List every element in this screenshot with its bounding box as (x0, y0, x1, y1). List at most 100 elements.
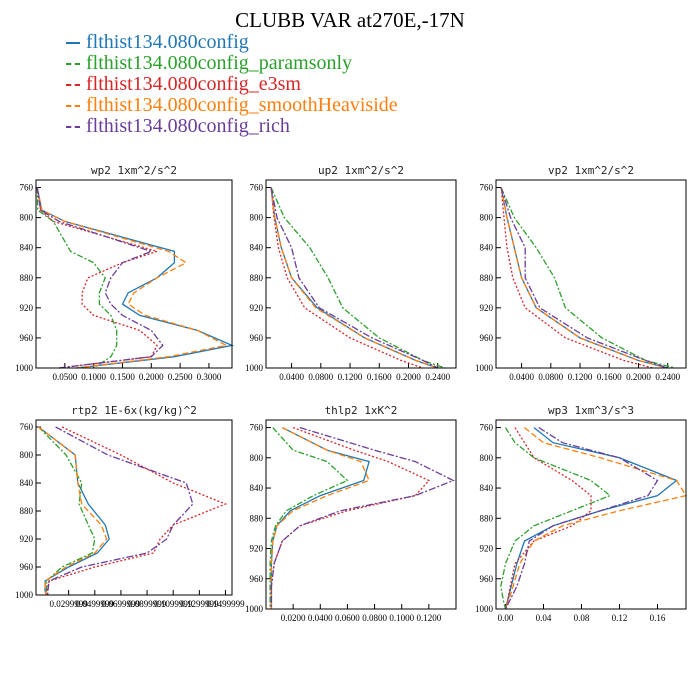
legend-item: flthist134.080config (66, 31, 398, 53)
series-line (45, 426, 228, 596)
series-line (270, 187, 424, 369)
legend-item: flthist134.080config_smoothHeaviside (66, 94, 398, 116)
x-tick-label: 0.1600 (367, 372, 392, 382)
y-tick-label: 760 (480, 423, 494, 433)
y-tick-label: 960 (250, 333, 264, 343)
plot-frame (495, 419, 687, 610)
x-tick-label: 0.0299999 (50, 599, 89, 609)
legend-label: flthist134.080config_paramsonly (86, 52, 353, 74)
y-tick-label: 920 (480, 544, 494, 554)
y-tick-label: 920 (20, 303, 34, 313)
series-line (36, 187, 164, 369)
y-tick-label: 920 (250, 544, 264, 554)
y-tick-label: 840 (480, 483, 494, 493)
x-tick-label: 0.3000 (197, 372, 222, 382)
x-tick-label: 0.1299999 (180, 599, 219, 609)
legend: flthist134.080config flthist134.080confi… (66, 31, 398, 137)
series-line (270, 426, 455, 609)
y-tick-label: 1000 (245, 363, 264, 373)
legend-item: flthist134.080config_paramsonly (66, 52, 398, 74)
x-tick-label: 0.1200 (416, 613, 441, 623)
series-line (500, 187, 668, 369)
y-tick-label: 1000 (15, 590, 34, 600)
x-tick-label: 0.0800 (362, 613, 387, 623)
series-line (504, 427, 592, 610)
y-tick-label: 960 (480, 574, 494, 584)
y-tick-label: 760 (250, 423, 264, 433)
x-tick-label: 0.00 (498, 613, 514, 623)
y-tick-label: 760 (20, 183, 34, 193)
x-tick-label: 0.1500 (110, 372, 135, 382)
y-tick-label: 960 (20, 333, 34, 343)
x-tick-label: 0.04 (536, 613, 552, 623)
y-tick-label: 880 (250, 513, 264, 523)
series-line (504, 427, 688, 610)
x-tick-label: 0.2000 (626, 372, 651, 382)
x-tick-label: 0.0400 (509, 372, 534, 382)
y-tick-label: 760 (480, 183, 494, 193)
legend-label: flthist134.080config_rich (86, 115, 290, 137)
series-line (500, 427, 612, 610)
y-tick-label: 760 (250, 183, 264, 193)
x-tick-label: 0.0699999 (102, 599, 141, 609)
y-tick-label: 1000 (475, 604, 494, 614)
y-tick-label: 800 (250, 453, 264, 463)
y-tick-label: 800 (20, 450, 34, 460)
legend-item: flthist134.080config_e3sm (66, 73, 398, 95)
series-line (270, 187, 438, 369)
y-tick-label: 880 (480, 513, 494, 523)
y-tick-label: 880 (20, 273, 34, 283)
y-tick-label: 920 (480, 303, 494, 313)
legend-label: flthist134.080config_e3sm (86, 73, 301, 95)
series-line (270, 187, 438, 369)
plot-frame (265, 179, 457, 369)
plot-frame (35, 179, 233, 369)
plot-frame (265, 419, 457, 610)
x-tick-label: 0.0400 (279, 372, 304, 382)
series-line (47, 426, 194, 595)
y-tick-label: 1000 (475, 363, 494, 373)
y-tick-label: 840 (250, 243, 264, 253)
series-line (36, 187, 235, 369)
x-tick-label: 0.0800 (308, 372, 333, 382)
series-line (500, 187, 654, 369)
series-line (504, 427, 659, 610)
x-tick-label: 0.1200 (338, 372, 363, 382)
series-line (500, 187, 676, 369)
series-line (270, 187, 438, 369)
plot-frame (35, 419, 233, 596)
x-tick-label: 0.1000 (389, 613, 414, 623)
x-tick-label: 0.0500 (52, 372, 77, 382)
series-line (270, 427, 370, 609)
x-tick-label: 0.12 (612, 613, 628, 623)
y-tick-label: 920 (250, 303, 264, 313)
series-line (36, 187, 229, 369)
y-tick-label: 800 (480, 453, 494, 463)
x-tick-label: 0.0899999 (128, 599, 167, 609)
y-tick-label: 920 (20, 534, 34, 544)
x-tick-label: 0.2400 (425, 372, 450, 382)
x-tick-label: 0.0499999 (76, 599, 115, 609)
y-tick-label: 800 (20, 213, 34, 223)
y-tick-label: 880 (20, 506, 34, 516)
y-tick-label: 880 (250, 273, 264, 283)
y-tick-label: 800 (480, 213, 494, 223)
x-tick-label: 0.2500 (168, 372, 193, 382)
y-tick-label: 760 (20, 422, 34, 432)
panel-title: vp2 1xm^2/s^2 (548, 164, 634, 177)
panel-title: thlp2 1xK^2 (325, 404, 398, 417)
legend-swatch (66, 104, 80, 107)
series-line (38, 426, 110, 596)
y-tick-label: 840 (480, 243, 494, 253)
series-line (500, 187, 668, 369)
series-line (36, 187, 118, 369)
x-tick-label: 0.1099999 (154, 599, 193, 609)
y-tick-label: 960 (20, 562, 34, 572)
legend-item: flthist134.080config_rich (66, 115, 398, 137)
x-tick-label: 0.2400 (655, 372, 680, 382)
x-tick-label: 0.0200 (281, 613, 306, 623)
x-tick-label: 0.2000 (139, 372, 164, 382)
x-tick-label: 0.0800 (538, 372, 563, 382)
y-tick-label: 1000 (15, 363, 34, 373)
